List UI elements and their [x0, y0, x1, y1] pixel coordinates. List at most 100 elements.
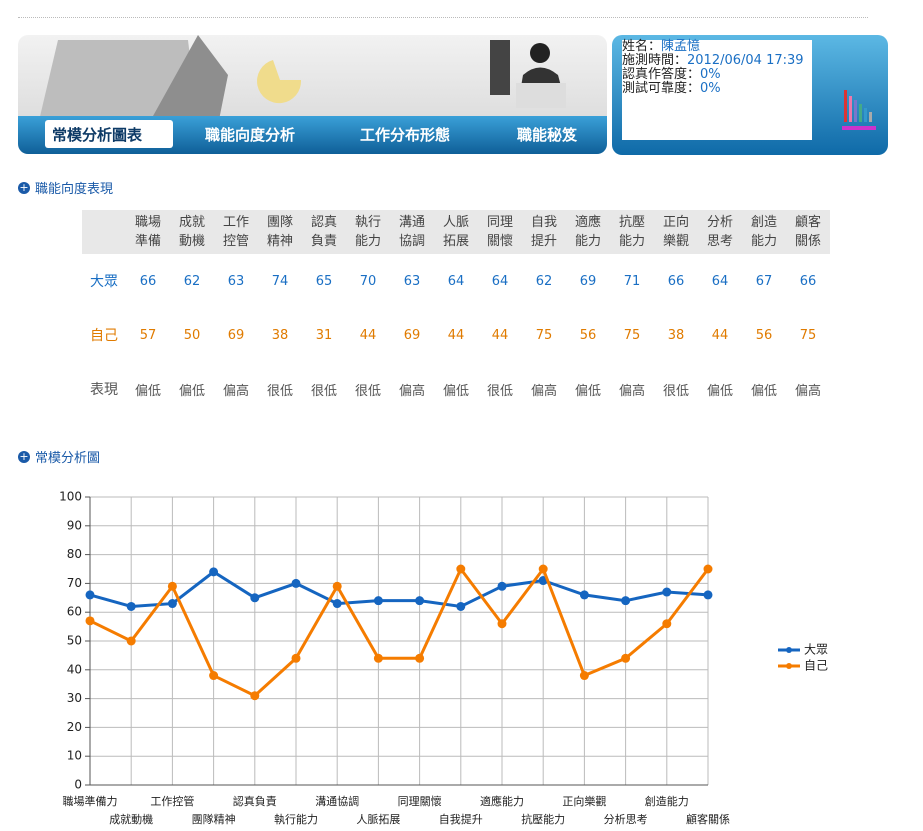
x-tick-label: 工作控管 — [150, 794, 194, 808]
tab[interactable]: 職能秘笈 — [517, 124, 577, 145]
cell: 很低 — [654, 362, 698, 416]
divider — [18, 17, 868, 18]
header-cell: 工作控管 — [214, 210, 258, 254]
point — [250, 691, 259, 700]
cell: 57 — [126, 308, 170, 362]
x-tick-label: 同理關懷 — [398, 795, 442, 808]
info-label: 施測時間： — [622, 53, 687, 68]
cell: 偏高 — [214, 362, 258, 416]
header-cell: 抗壓能力 — [610, 210, 654, 254]
y-tick-label: 10 — [67, 749, 82, 763]
cell: 偏低 — [434, 362, 478, 416]
point — [86, 616, 95, 625]
banner — [18, 35, 607, 125]
x-tick-label: 自我提升 — [439, 813, 483, 826]
point — [292, 579, 301, 588]
cell: 偏低 — [126, 362, 170, 416]
cell: 很低 — [346, 362, 390, 416]
header-cell: 適應能力 — [566, 210, 610, 254]
header-cell: 團隊精神 — [258, 210, 302, 254]
y-tick-label: 50 — [67, 634, 82, 648]
cell: 69 — [566, 254, 610, 308]
header-cell: 自我提升 — [522, 210, 566, 254]
tab[interactable]: 職能向度分析 — [205, 124, 295, 145]
cell: 很低 — [258, 362, 302, 416]
point — [415, 654, 424, 663]
info-value: 陳孟憶 — [661, 39, 700, 54]
cell: 75 — [610, 308, 654, 362]
point — [539, 565, 548, 574]
cell: 偏低 — [742, 362, 786, 416]
x-tick-label: 職場準備力 — [63, 794, 118, 808]
point — [704, 565, 713, 574]
point — [580, 671, 589, 680]
cell: 69 — [214, 308, 258, 362]
cell: 偏低 — [566, 362, 610, 416]
x-tick-label: 人脈拓展 — [356, 812, 400, 826]
header-cell: 成就動機 — [170, 210, 214, 254]
cell: 偏高 — [390, 362, 434, 416]
cell: 62 — [522, 254, 566, 308]
cell: 75 — [786, 308, 830, 362]
header-row: 職場準備成就動機工作控管團隊精神認真負責執行能力溝通協調人脈拓展同理關懷自我提升… — [82, 210, 830, 254]
point — [292, 654, 301, 663]
point — [498, 582, 507, 591]
x-tick-label: 分析思考 — [604, 812, 648, 826]
info-row: 測試可靠度：0% — [622, 82, 812, 96]
cell: 偏高 — [786, 362, 830, 416]
cell: 64 — [698, 254, 742, 308]
cell: 很低 — [302, 362, 346, 416]
header-cell: 顧客關係 — [786, 210, 830, 254]
x-tick-label: 團隊精神 — [192, 812, 236, 826]
y-tick-label: 40 — [67, 662, 82, 676]
cell: 56 — [566, 308, 610, 362]
legend-label: 大眾 — [804, 643, 828, 657]
info-row: 姓名：陳孟憶 — [622, 40, 812, 54]
point — [209, 567, 218, 576]
x-tick-label: 適應能力 — [480, 794, 524, 808]
cell: 62 — [170, 254, 214, 308]
cell: 66 — [654, 254, 698, 308]
data-row: 大眾66626374657063646462697166646766 — [82, 254, 830, 308]
cell: 很低 — [478, 362, 522, 416]
cell: 66 — [126, 254, 170, 308]
x-tick-label: 正向樂觀 — [562, 794, 606, 808]
tab[interactable]: 工作分布形態 — [360, 124, 450, 145]
point — [168, 599, 177, 608]
tab[interactable]: 常模分析圖表 — [52, 124, 142, 145]
data-row: 表現偏低偏低偏高很低很低很低偏高偏低很低偏高偏低偏高很低偏低偏低偏高 — [82, 362, 830, 416]
cell: 56 — [742, 308, 786, 362]
cell: 偏高 — [610, 362, 654, 416]
point — [250, 593, 259, 602]
point — [333, 582, 342, 591]
point — [580, 590, 589, 599]
info-label: 認真作答度： — [622, 67, 700, 82]
cell: 69 — [390, 308, 434, 362]
cell: 63 — [214, 254, 258, 308]
y-tick-label: 20 — [67, 720, 82, 734]
header-cell: 正向樂觀 — [654, 210, 698, 254]
y-tick-label: 80 — [67, 547, 82, 561]
x-tick-label: 顧客關係 — [686, 812, 730, 826]
point — [86, 590, 95, 599]
header-cell: 創造能力 — [742, 210, 786, 254]
cell: 64 — [434, 254, 478, 308]
cell: 38 — [654, 308, 698, 362]
y-tick-label: 0 — [74, 778, 82, 792]
x-tick-label: 認真負責 — [233, 794, 277, 808]
cell: 64 — [478, 254, 522, 308]
legend-dot — [786, 647, 792, 653]
point — [127, 637, 136, 646]
series-line — [90, 569, 708, 696]
row-label: 自己 — [82, 308, 126, 362]
point — [662, 619, 671, 628]
icon — [840, 88, 880, 133]
x-tick-label: 溝通協調 — [315, 794, 359, 808]
point — [415, 596, 424, 605]
point — [333, 599, 342, 608]
section-title: 常模分析圖 — [35, 447, 100, 466]
cell: 74 — [258, 254, 302, 308]
section-heading: +常模分析圖 — [18, 447, 100, 466]
